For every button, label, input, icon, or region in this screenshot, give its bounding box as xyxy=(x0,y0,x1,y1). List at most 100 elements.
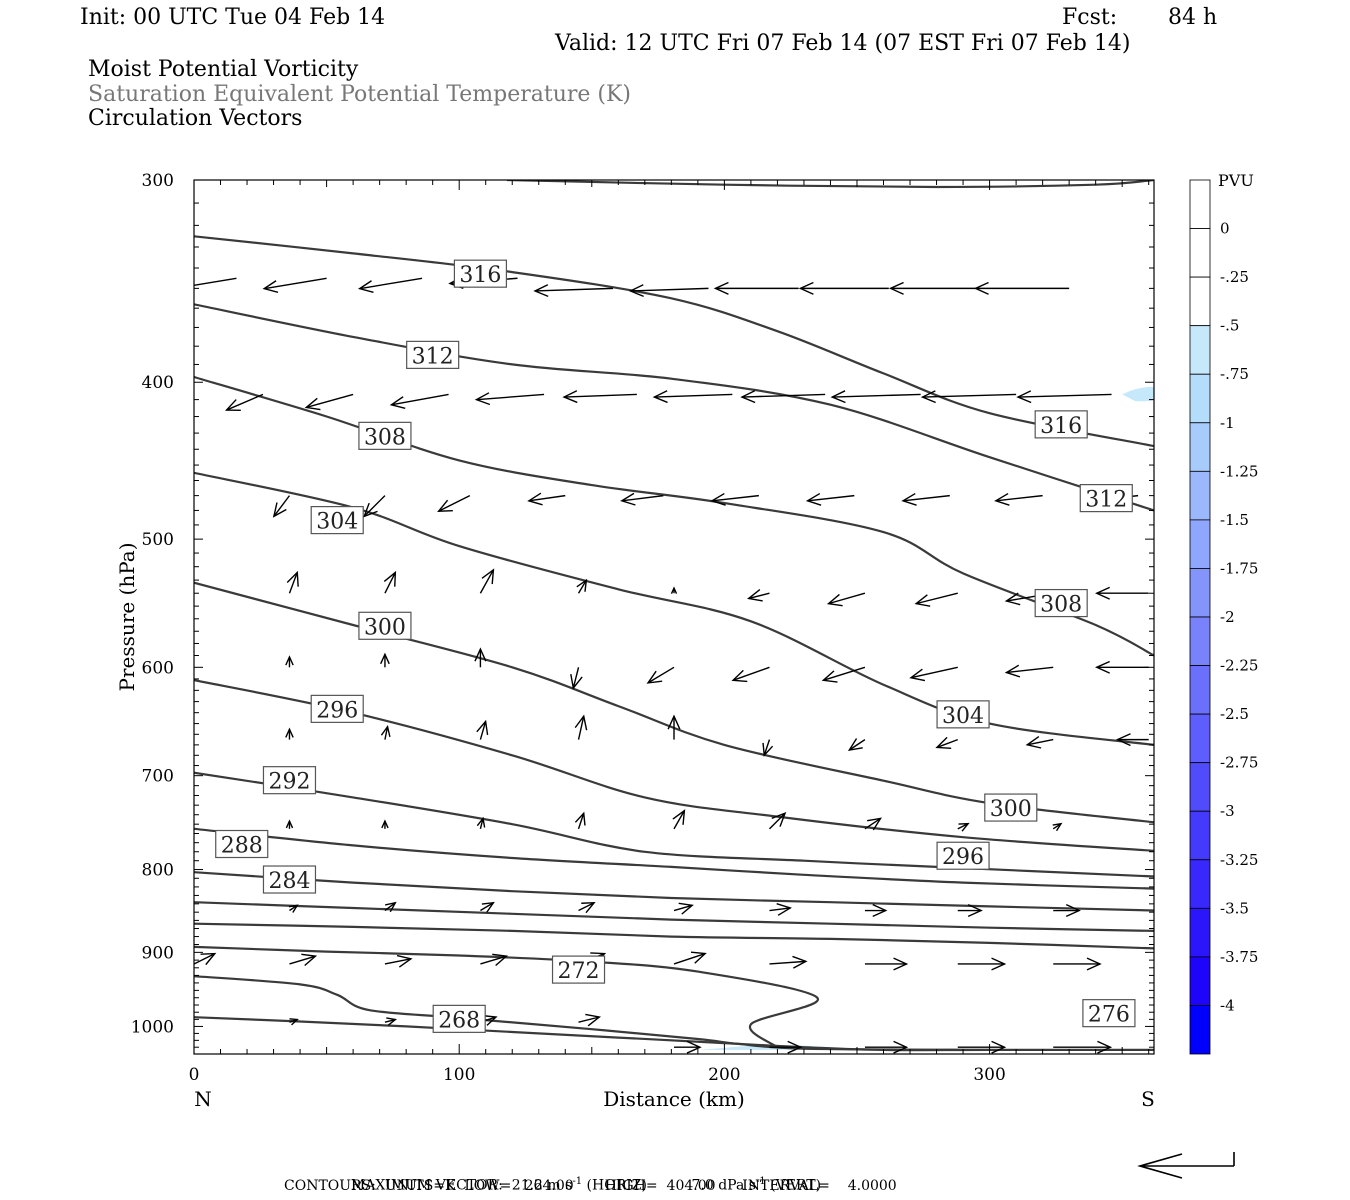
circulation-vector xyxy=(864,957,909,971)
horiz-max-value: 21.2 xyxy=(511,1177,543,1194)
circulation-vector xyxy=(1094,660,1149,674)
colorbar-segment xyxy=(1189,276,1211,327)
contour-label-300: 300 xyxy=(358,611,412,640)
contour-label-296: 296 xyxy=(310,694,364,723)
y-tick-label: 500 xyxy=(142,530,174,550)
circulation-vector xyxy=(864,904,888,918)
contour-label-text: 272 xyxy=(558,959,600,984)
circulation-vector xyxy=(1053,957,1102,971)
colorbar-segment xyxy=(1189,616,1211,666)
circulation-vector xyxy=(769,955,808,969)
circulation-vector xyxy=(1016,390,1112,404)
contour-284 xyxy=(194,871,1154,912)
contour-312 xyxy=(194,303,1154,512)
contour-label-text: 300 xyxy=(364,615,406,640)
vert-tag: (VERT) xyxy=(770,1177,822,1194)
contour-268 xyxy=(194,975,990,1051)
colorbar-segment xyxy=(1189,228,1211,278)
north-label: N xyxy=(194,1087,212,1111)
contour-label-316: 316 xyxy=(1034,410,1088,439)
circulation-vector xyxy=(973,281,1070,295)
circulation-vector xyxy=(731,666,770,683)
y-tick-label: 600 xyxy=(142,658,174,678)
circulation-vector xyxy=(821,666,866,683)
circulation-vector xyxy=(762,739,774,757)
circulation-vector xyxy=(667,714,681,740)
contour-label-304: 304 xyxy=(936,700,990,729)
horiz-unit: m s xyxy=(547,1177,573,1194)
contour-292 xyxy=(194,771,1154,878)
field-title-mpv: Moist Potential Vorticity xyxy=(88,57,359,82)
circulation-vectors xyxy=(194,276,1149,1054)
circulation-vector xyxy=(1025,735,1054,749)
circulation-vector xyxy=(285,819,294,829)
circulation-vector xyxy=(380,724,391,740)
circulation-vector xyxy=(847,738,866,751)
contour-label-292: 292 xyxy=(262,766,317,795)
circulation-vector xyxy=(864,1040,909,1054)
contour-label-316: 316 xyxy=(453,259,508,288)
circulation-vector xyxy=(957,904,983,918)
circulation-vector xyxy=(474,392,545,406)
colorbar-segment xyxy=(1189,762,1211,812)
colorbar-label: -3.5 xyxy=(1220,899,1249,917)
circulation-vector xyxy=(652,390,733,404)
circulation-vector xyxy=(285,655,294,668)
circulation-vector xyxy=(710,492,759,506)
colorbar-label: -3.75 xyxy=(1220,948,1258,966)
contour-288 xyxy=(194,827,1154,890)
plot-frame xyxy=(193,179,1155,1055)
circulation-vector xyxy=(769,903,792,916)
colorbar-segment xyxy=(1189,179,1211,229)
circulation-vector xyxy=(888,281,979,295)
circulation-vector xyxy=(673,951,707,965)
x-tick-label: 0 xyxy=(189,1065,200,1085)
colorbar-segment xyxy=(1189,859,1211,909)
colorbar-segment xyxy=(1189,568,1211,618)
circulation-vector xyxy=(476,816,486,830)
circulation-vector xyxy=(380,652,390,668)
colorbar-segment xyxy=(1189,1005,1211,1055)
circulation-vector xyxy=(383,570,397,594)
colorbar-label: -4 xyxy=(1220,996,1235,1014)
vert-unit: dPa s xyxy=(718,1177,756,1194)
x-tick-label: 200 xyxy=(708,1065,740,1085)
colorbar-label: -3.25 xyxy=(1220,851,1258,869)
contour-276 xyxy=(194,922,1154,950)
y-tick-label: 300 xyxy=(142,171,174,191)
colorbar-label: -2.5 xyxy=(1220,705,1249,723)
circulation-vector xyxy=(289,1018,299,1026)
pv-shade-region xyxy=(1122,386,1154,402)
circulation-vector xyxy=(389,393,449,409)
colorbar-segment xyxy=(1189,810,1211,861)
max-vector-line: MAXIMUM VECTOR: 21.2 m s-1 (HORIZ) 7.0 d… xyxy=(342,1158,821,1194)
horiz-tag: (HORIZ) xyxy=(586,1177,647,1194)
circulation-vector xyxy=(769,1040,803,1054)
circulation-vector xyxy=(194,277,237,287)
contour-label-288: 288 xyxy=(215,829,269,859)
contour-label-296: 296 xyxy=(936,841,990,870)
field-title-vectors: Circulation Vectors xyxy=(88,106,303,131)
circulation-vector xyxy=(479,568,495,594)
circulation-vector xyxy=(1094,586,1149,600)
colorbar-label: -.5 xyxy=(1220,317,1239,335)
contour-label-text: 312 xyxy=(412,344,454,369)
horiz-unit-exponent: -1 xyxy=(572,1176,583,1187)
circulation-vector xyxy=(909,666,958,682)
circulation-vector xyxy=(864,817,882,831)
contour-label-text: 316 xyxy=(459,263,501,288)
contour-label-284: 284 xyxy=(262,865,317,894)
circulation-vector xyxy=(826,592,866,607)
field-title-theta-es: Saturation Equivalent Potential Temperat… xyxy=(88,82,631,107)
circulation-vector xyxy=(262,277,327,293)
circulation-vector xyxy=(957,957,1007,971)
circulation-vector xyxy=(570,667,583,690)
circulation-vector xyxy=(574,811,586,830)
circulation-vector xyxy=(527,492,566,506)
x-tick-label: 100 xyxy=(443,1065,475,1085)
y-axis-title: Pressure (hPa) xyxy=(115,543,139,692)
circulation-vector xyxy=(285,727,294,740)
contour-264 xyxy=(194,1016,1154,1052)
y-tick-label: 1000 xyxy=(131,1017,174,1037)
contour-label-268: 268 xyxy=(432,1004,486,1033)
